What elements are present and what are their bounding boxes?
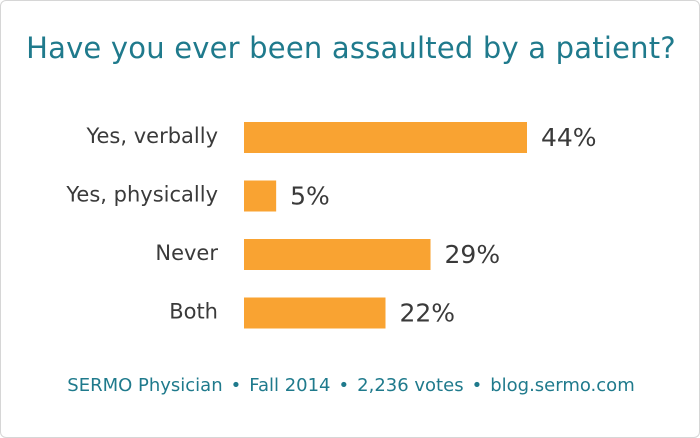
category-label: Yes, verbally: [85, 124, 218, 148]
value-label: 44%: [541, 123, 597, 152]
value-label: 22%: [400, 299, 456, 328]
value-label: 29%: [445, 240, 501, 269]
footer-separator: •: [471, 375, 483, 396]
footer-separator: •: [230, 375, 242, 396]
bar: [244, 239, 431, 270]
category-label: Yes, physically: [65, 183, 218, 207]
category-label: Never: [155, 241, 218, 265]
footer-separator: •: [338, 375, 350, 396]
footer-date: Fall 2014: [249, 375, 331, 396]
footer-site-link[interactable]: blog.sermo.com: [490, 375, 635, 396]
category-label: Both: [169, 300, 218, 324]
footer-source: SERMO Physician: [67, 375, 223, 396]
bar: [244, 180, 277, 212]
chart-title: Have you ever been assaulted by a patien…: [26, 31, 676, 65]
bar: [244, 122, 527, 153]
footer-votes: 2,236 votes: [357, 375, 464, 396]
chart-footer: SERMO Physician • Fall 2014 • 2,236 votes • bl…: [1, 375, 699, 396]
value-label: 5%: [290, 182, 330, 211]
bar: [244, 297, 386, 329]
